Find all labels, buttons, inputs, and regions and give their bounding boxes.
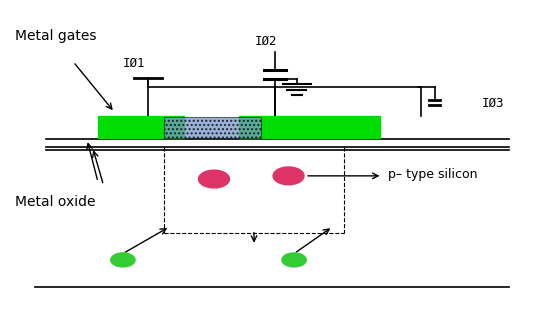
Text: IØ2: IØ2 <box>255 34 278 47</box>
Text: Metal gates: Metal gates <box>15 28 97 43</box>
Bar <box>239 116 380 138</box>
Circle shape <box>282 253 306 267</box>
Bar <box>98 116 184 138</box>
Text: Metal oxide: Metal oxide <box>15 195 95 209</box>
Circle shape <box>111 253 135 267</box>
Text: IØ1: IØ1 <box>123 57 145 69</box>
Text: IØ3: IØ3 <box>482 96 504 109</box>
Bar <box>164 117 261 138</box>
Text: p– type silicon: p– type silicon <box>388 168 477 181</box>
Circle shape <box>273 167 304 185</box>
Circle shape <box>199 170 229 188</box>
